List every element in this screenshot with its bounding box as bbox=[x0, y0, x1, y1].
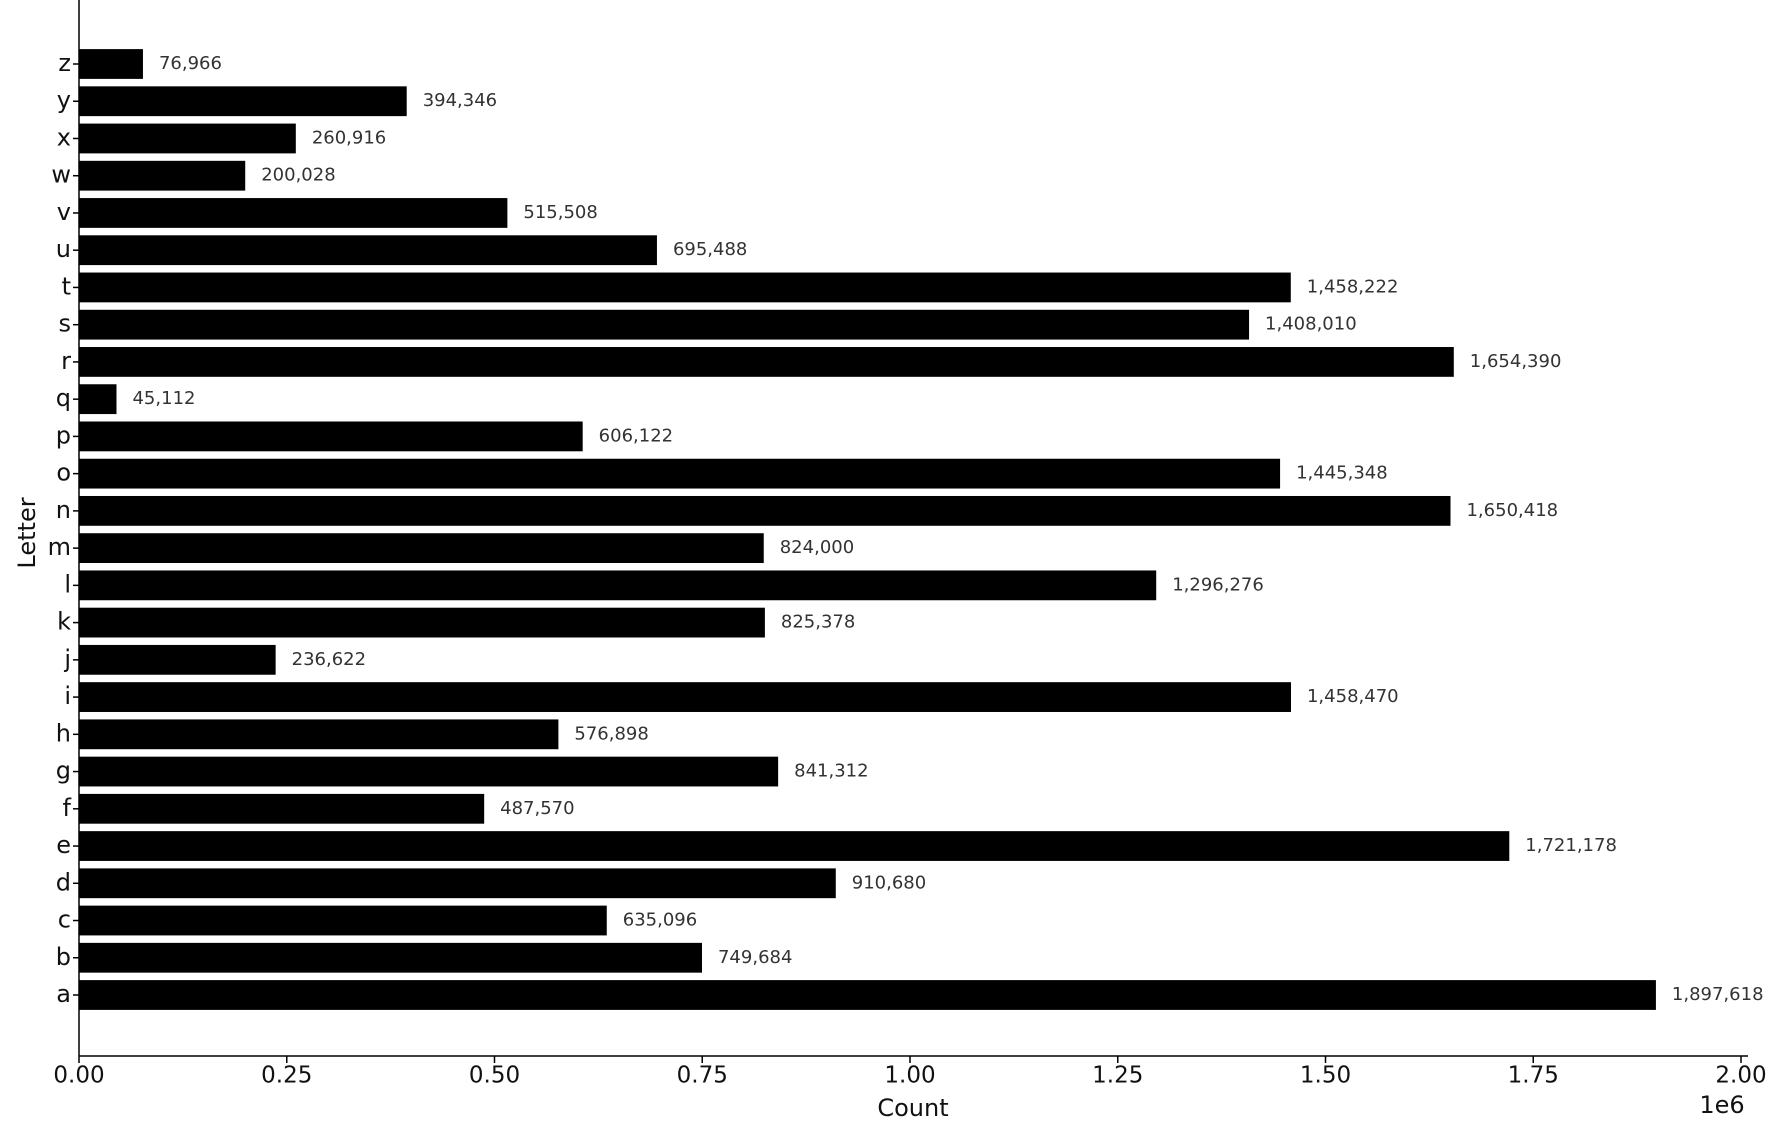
y-tick-label: r bbox=[61, 347, 71, 375]
y-tick-label: t bbox=[62, 272, 71, 300]
y-tick-label: w bbox=[51, 161, 71, 189]
bar bbox=[79, 495, 1451, 526]
value-label: 45,112 bbox=[132, 388, 195, 409]
y-tick-label: s bbox=[58, 310, 71, 338]
bar bbox=[79, 458, 1281, 489]
value-label: 635,096 bbox=[623, 910, 697, 931]
bar bbox=[79, 160, 246, 191]
x-tick-label: 0.50 bbox=[469, 1063, 520, 1089]
value-label: 1,458,470 bbox=[1307, 686, 1399, 707]
y-tick-label: z bbox=[58, 49, 71, 77]
x-tick-label: 1.00 bbox=[884, 1063, 935, 1089]
bar bbox=[79, 384, 117, 415]
y-tick-label: f bbox=[63, 794, 72, 822]
x-tick-label: 2.00 bbox=[1715, 1063, 1766, 1089]
value-label: 749,684 bbox=[718, 947, 792, 968]
bar bbox=[79, 868, 836, 899]
value-label: 1,897,618 bbox=[1672, 984, 1764, 1005]
y-tick-label: u bbox=[56, 235, 71, 263]
bar bbox=[79, 86, 407, 117]
y-tick-label: x bbox=[57, 123, 71, 151]
y-tick-label: a bbox=[56, 980, 71, 1008]
value-label: 200,028 bbox=[261, 165, 335, 186]
value-label: 394,346 bbox=[423, 90, 497, 111]
y-tick-label: h bbox=[56, 719, 71, 747]
y-tick-label: k bbox=[57, 608, 71, 636]
value-label: 1,721,178 bbox=[1525, 835, 1617, 856]
value-label: 1,296,276 bbox=[1172, 574, 1264, 595]
bar bbox=[79, 980, 1656, 1010]
x-tick-label: 1.25 bbox=[1092, 1063, 1143, 1089]
value-label: 1,445,348 bbox=[1296, 463, 1388, 484]
bar bbox=[79, 309, 1250, 340]
value-label: 825,378 bbox=[781, 612, 855, 633]
y-tick-label: e bbox=[56, 831, 71, 859]
y-tick-label: j bbox=[63, 645, 71, 673]
x-axis-label: Count bbox=[877, 1094, 948, 1122]
x-tick-label: 1.75 bbox=[1508, 1063, 1559, 1089]
bar bbox=[79, 235, 657, 266]
y-tick-label: g bbox=[56, 757, 71, 785]
value-label: 576,898 bbox=[574, 723, 648, 744]
value-label: 910,680 bbox=[852, 872, 926, 893]
bar bbox=[79, 719, 559, 750]
x-tick-label: 0.25 bbox=[261, 1063, 312, 1089]
bar bbox=[79, 570, 1157, 601]
y-tick-label: n bbox=[56, 496, 71, 524]
bar bbox=[79, 831, 1510, 861]
y-tick-label: y bbox=[57, 86, 71, 114]
value-label: 695,488 bbox=[673, 239, 747, 260]
value-label: 1,650,418 bbox=[1466, 500, 1558, 521]
bar bbox=[79, 123, 296, 154]
y-tick-label: q bbox=[56, 384, 71, 412]
y-tick-label: d bbox=[56, 868, 71, 896]
y-tick-label: v bbox=[57, 198, 71, 226]
value-label: 606,122 bbox=[599, 425, 673, 446]
x-tick-label: 0.75 bbox=[677, 1063, 728, 1089]
value-label: 841,312 bbox=[794, 761, 868, 782]
y-tick-label: o bbox=[56, 459, 71, 487]
bar bbox=[79, 272, 1291, 303]
x-tick-label: 1.50 bbox=[1300, 1063, 1351, 1089]
bar bbox=[79, 756, 779, 787]
y-tick-label: p bbox=[56, 421, 71, 449]
bar bbox=[79, 49, 143, 79]
value-label: 76,966 bbox=[159, 53, 222, 74]
value-label: 236,622 bbox=[292, 649, 366, 670]
bar bbox=[79, 793, 485, 824]
value-label: 1,458,222 bbox=[1307, 276, 1399, 297]
bar bbox=[79, 942, 702, 973]
x-offset-label: 1e6 bbox=[1699, 1091, 1744, 1119]
y-tick-label: c bbox=[58, 906, 71, 934]
value-label: 515,508 bbox=[523, 202, 597, 223]
bar bbox=[79, 198, 508, 228]
bar bbox=[79, 644, 276, 675]
value-label: 824,000 bbox=[780, 537, 854, 558]
y-tick-label: l bbox=[64, 570, 71, 598]
y-tick-label: i bbox=[64, 682, 71, 710]
bar bbox=[79, 421, 583, 452]
value-label: 487,570 bbox=[500, 798, 574, 819]
y-tick-label: b bbox=[56, 943, 71, 971]
value-label: 1,408,010 bbox=[1265, 314, 1357, 335]
y-axis-label: Letter bbox=[13, 497, 41, 568]
bar bbox=[79, 533, 764, 564]
bar bbox=[79, 607, 765, 638]
bar bbox=[79, 347, 1454, 377]
x-tick-label: 0.00 bbox=[53, 1063, 104, 1089]
value-label: 260,916 bbox=[312, 127, 386, 148]
bar bbox=[79, 682, 1291, 712]
y-tick-label: m bbox=[48, 533, 71, 561]
bar bbox=[79, 905, 607, 936]
value-label: 1,654,390 bbox=[1470, 351, 1562, 372]
